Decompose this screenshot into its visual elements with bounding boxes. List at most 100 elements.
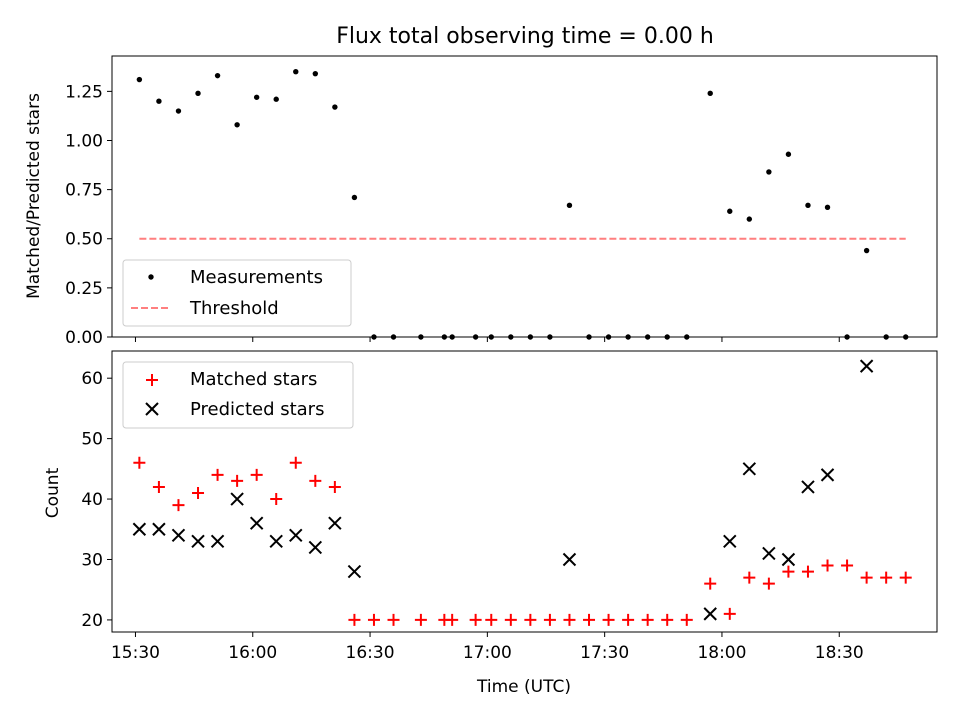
data-point-matched-stars [641,613,654,626]
data-point-matched-stars [270,493,283,506]
data-point-predicted-stars [152,522,166,536]
data-point-predicted-stars [347,564,362,579]
data-point-matched-stars [469,613,482,626]
data-point-matched-stars [250,468,263,481]
data-point-matched-stars [841,559,854,572]
data-point-predicted-stars [191,534,205,549]
data-point-measurements [332,104,338,110]
bottom-y-tick-label: 30 [81,550,103,570]
data-point-measurements [253,94,260,100]
data-point-measurements [863,247,870,254]
data-point-predicted-stars [210,534,225,549]
data-point-matched-stars [524,613,537,626]
data-point-measurements [214,72,221,79]
data-point-matched-stars [661,613,674,626]
data-point-matched-stars [622,613,635,626]
data-point-matched-stars [504,613,517,626]
data-point-measurements [766,169,772,175]
data-point-measurements [824,204,831,211]
data-point-predicted-stars [703,607,717,621]
top-y-tick-label: 0.25 [65,279,103,299]
legend-label-predicted-stars: Predicted stars [190,399,324,420]
data-point-predicted-stars [781,552,796,567]
data-point-predicted-stars [801,480,815,494]
data-point-matched-stars [723,607,736,620]
top-y-tick-label: 1.00 [65,131,103,151]
data-point-predicted-stars [328,516,342,530]
data-point-matched-stars [743,571,756,584]
data-point-measurements [293,69,299,75]
data-point-matched-stars [348,613,361,626]
data-point-measurements [234,122,240,128]
data-point-measurements [351,194,358,201]
data-point-predicted-stars [723,534,737,549]
data-point-predicted-stars [269,534,283,549]
bottom-legend: Matched stars Predicted stars [122,361,354,429]
data-point-measurements [156,98,162,104]
top-y-tick-label: 0.00 [65,328,103,348]
bottom-axes: 20 30 40 50 60 15:30 16:00 16:30 17:00 17:30 18:00… [81,350,938,663]
data-point-predicted-stars [308,540,323,555]
bottom-y-tick-label: 20 [81,611,103,631]
legend-label-threshold: Threshold [189,298,279,319]
data-point-predicted-stars [859,359,874,373]
data-point-predicted-stars [132,522,147,536]
data-point-measurements [312,70,319,77]
data-point-matched-stars [289,456,302,469]
data-point-matched-stars [880,571,893,584]
data-point-measurements [785,151,792,157]
data-point-measurements [136,76,143,83]
top-axes: 0.00 0.25 0.50 0.75 1.00 1.25 [65,55,938,348]
legend-marker-measurements [148,274,154,280]
data-point-predicted-stars [230,492,244,506]
bottom-x-tick-label: 18:00 [697,643,746,663]
data-point-measurements [566,202,573,209]
data-point-matched-stars [801,565,814,578]
chart-title: Flux total observing time = 0.00 h [336,24,714,49]
legend-label-measurements: Measurements [190,267,323,288]
data-point-matched-stars [328,480,341,493]
bottom-axes-frame [111,350,938,633]
data-point-matched-stars [782,565,795,578]
bottom-y-axis-label: Count [43,467,63,518]
x-axis-label: Time (UTC) [476,677,571,697]
data-point-predicted-stars [249,516,264,530]
data-point-matched-stars [309,474,322,487]
data-point-predicted-stars [820,468,835,482]
bottom-x-tick-label: 15:30 [111,643,160,663]
bottom-legend-frame [122,361,354,429]
data-point-matched-stars [172,499,185,512]
data-point-matched-stars [860,571,873,584]
data-point-measurements [727,208,733,214]
data-point-measurements [805,202,811,209]
bottom-x-tick-label: 16:00 [228,643,277,663]
data-point-matched-stars [583,613,596,626]
data-point-matched-stars [133,456,146,469]
data-point-matched-stars [899,571,912,584]
legend-label-matched-stars: Matched stars [190,369,317,390]
top-legend-frame [122,259,352,327]
data-point-matched-stars [762,577,775,590]
top-axes-frame [111,55,938,338]
data-point-matched-stars [485,613,498,626]
bottom-y-tick-label: 40 [81,490,103,510]
data-point-matched-stars [211,468,224,481]
bottom-x-tick-label: 18:30 [815,643,864,663]
data-point-predicted-stars [562,552,577,567]
data-point-matched-stars [602,613,615,626]
data-point-predicted-stars [171,528,186,543]
data-point-measurements [707,90,713,97]
legend-marker-matched-stars [146,374,158,386]
data-point-matched-stars [387,613,400,626]
data-point-matched-stars [367,613,380,626]
data-point-predicted-stars [742,462,757,476]
legend-marker-predicted-stars [145,402,159,416]
data-point-measurements [273,96,279,102]
bottom-x-tick-label: 16:30 [346,643,395,663]
data-point-matched-stars [231,474,244,487]
data-point-matched-stars [543,613,556,626]
bottom-x-tick-label: 17:30 [580,643,629,663]
data-point-matched-stars [192,487,205,500]
